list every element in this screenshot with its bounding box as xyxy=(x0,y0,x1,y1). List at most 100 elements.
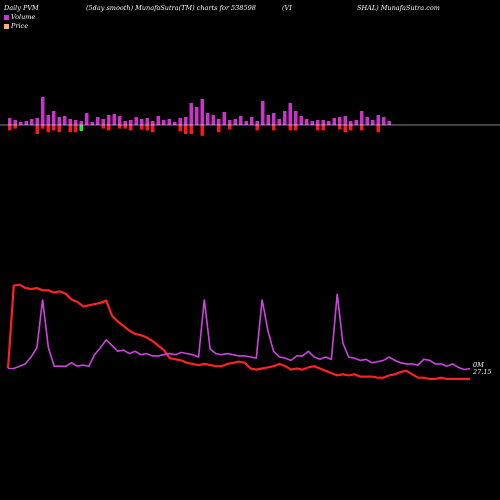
volume-bar xyxy=(24,121,28,125)
volume-bar xyxy=(74,120,78,125)
volume-bar xyxy=(140,119,144,125)
end-label-price: 27.15 xyxy=(473,368,492,376)
volume-bar xyxy=(13,120,17,125)
end-label-volume: 0M xyxy=(473,361,484,369)
volume-bar xyxy=(349,121,353,125)
price-bar xyxy=(52,125,56,131)
price-bar xyxy=(184,125,188,134)
volume-bar xyxy=(217,119,221,125)
volume-bar xyxy=(288,103,292,125)
volume-bar xyxy=(376,115,380,125)
volume-bar xyxy=(261,101,265,125)
volume-bar xyxy=(244,121,248,125)
volume-bar xyxy=(19,122,23,125)
price-bar xyxy=(376,125,380,133)
volume-bar xyxy=(222,112,226,125)
volume-bar xyxy=(68,119,72,125)
volume-bar xyxy=(387,121,391,125)
volume-bar xyxy=(321,120,325,125)
volume-bar xyxy=(371,120,375,125)
volume-bar xyxy=(310,121,314,125)
volume-bar xyxy=(173,122,177,125)
volume-bar xyxy=(327,121,331,125)
volume-bar xyxy=(156,116,160,125)
legend-volume-label: Volume xyxy=(11,13,36,21)
price-bar xyxy=(118,125,122,129)
price-bar xyxy=(316,125,320,131)
volume-bar xyxy=(206,113,210,125)
price-bar xyxy=(349,125,353,131)
price-bar xyxy=(74,125,78,133)
volume-bar xyxy=(233,119,237,125)
legend-price-swatch xyxy=(4,23,9,29)
volume-bar xyxy=(305,119,309,125)
volume-bar xyxy=(90,122,94,125)
price-bar xyxy=(338,125,342,130)
volume-bar xyxy=(41,97,45,125)
volume-bar xyxy=(365,117,369,125)
volume-bar xyxy=(134,117,138,125)
volume-bar xyxy=(299,116,303,125)
volume-bar xyxy=(343,116,347,125)
volume-bar xyxy=(211,115,215,125)
pvm-bars xyxy=(8,97,391,136)
price-bar xyxy=(35,125,39,134)
price-bar xyxy=(123,125,127,129)
volume-bar xyxy=(167,119,171,125)
volume-bar xyxy=(63,116,67,125)
volume-bar xyxy=(85,113,89,125)
volume-bar xyxy=(46,115,50,125)
volume-bar xyxy=(129,120,133,125)
legend-volume-swatch xyxy=(4,14,9,20)
volume-bar xyxy=(30,119,34,125)
legend-price-label: Price xyxy=(11,22,29,30)
price-bar xyxy=(107,125,111,131)
volume-bar xyxy=(195,107,199,125)
volume-bar xyxy=(35,118,39,125)
volume-bar xyxy=(184,117,188,125)
volume-bar xyxy=(151,121,155,125)
volume-line xyxy=(8,293,471,371)
volume-bar xyxy=(272,113,276,125)
volume-bar xyxy=(189,103,193,125)
price-line xyxy=(6,283,470,380)
volume-bar xyxy=(338,117,342,125)
price-bar xyxy=(140,125,144,130)
volume-bar xyxy=(360,111,364,125)
chart-header-part1: (VI xyxy=(282,4,292,12)
chart-header-left: Daily PVM xyxy=(4,4,39,12)
volume-bar xyxy=(107,115,111,125)
price-bar xyxy=(41,125,45,129)
volume-bar xyxy=(52,111,56,125)
price-bar xyxy=(228,125,232,130)
price-bar xyxy=(145,125,149,131)
volume-bar xyxy=(250,117,254,125)
chart-header-title: (5day smooth) MunafaSutra(TM) charts for… xyxy=(86,4,256,12)
price-bar xyxy=(288,125,292,131)
volume-bar xyxy=(316,120,320,125)
price-bar xyxy=(57,125,61,133)
volume-bar xyxy=(79,121,83,125)
volume-bar xyxy=(162,120,166,125)
legend-price: Price xyxy=(4,22,28,30)
price-bar xyxy=(294,125,298,131)
price-bar xyxy=(68,125,72,133)
volume-bar xyxy=(382,117,386,125)
price-bar xyxy=(189,125,193,134)
volume-bar xyxy=(277,119,281,125)
price-bar xyxy=(101,125,105,129)
volume-bar xyxy=(101,119,105,125)
price-bar xyxy=(151,125,155,133)
volume-bar xyxy=(294,111,298,125)
chart-header-part2: SHAL) MunafaSutra.com xyxy=(357,4,440,12)
volume-bar xyxy=(228,120,232,125)
volume-bar xyxy=(145,118,149,125)
volume-bar xyxy=(283,111,287,125)
price-bar xyxy=(360,125,364,131)
volume-bar xyxy=(332,118,336,125)
volume-bar xyxy=(239,116,243,125)
volume-bar xyxy=(178,118,182,125)
price-bar xyxy=(13,125,17,129)
